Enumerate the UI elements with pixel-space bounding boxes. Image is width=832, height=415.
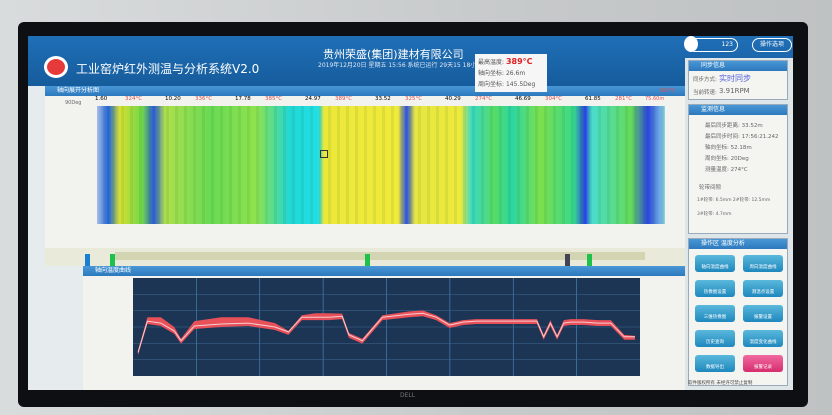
logo bbox=[44, 56, 68, 78]
ruler-position: 46.69 bbox=[515, 96, 531, 102]
ruler-temp: 385°C bbox=[265, 96, 283, 102]
ruler-temp: 336°C bbox=[195, 96, 213, 102]
speed: 3.91RPM bbox=[719, 87, 750, 95]
slider-track[interactable] bbox=[85, 252, 645, 266]
op-button[interactable]: 数据导出 bbox=[695, 355, 735, 372]
ops-box: 操作区 温度分析 轴向温度曲线 周向温度曲线 热像图设置 测温点设置 三维热像图 报警设置… bbox=[688, 238, 788, 386]
monitor-brand: DELL bbox=[400, 392, 416, 399]
datetime: 2019年12月20日 星期五 15:56 系统已运行 29天15 18小时 bbox=[318, 62, 483, 69]
ruler-position: 17.78 bbox=[235, 96, 251, 102]
max-temp-label: 最高温度: bbox=[478, 59, 505, 66]
speed-label: 当前转速: bbox=[693, 90, 717, 96]
screen: 工业窑炉红外测温与分析系统V2.0 贵州荣盛(集团)建材有限公司 2019年12… bbox=[28, 36, 793, 390]
max-temp: 389°C bbox=[505, 57, 533, 66]
circ-value: 145.5Deg bbox=[505, 81, 536, 88]
options-button[interactable]: 操作选项 bbox=[752, 38, 792, 52]
circ-label: 周向坐标: bbox=[478, 81, 505, 88]
right-panel: 同步信息 同步方式: 实时同步 当前转速: 3.91RPM 监测信息 最后同步距… bbox=[685, 58, 793, 390]
sync-title: 同步信息 bbox=[689, 61, 787, 71]
app-title: 工业窑炉红外测温与分析系统V2.0 bbox=[76, 62, 260, 76]
slider-start-marker[interactable] bbox=[85, 254, 90, 266]
op-button[interactable]: 热像图设置 bbox=[695, 280, 735, 297]
gap-2: 3#轮带: 4.7mm bbox=[697, 212, 732, 217]
slider-divider bbox=[565, 254, 570, 266]
ruler-position: 33.52 bbox=[375, 96, 391, 102]
company-name: 贵州荣盛(集团)建材有限公司 bbox=[323, 48, 464, 61]
slider-marker[interactable] bbox=[365, 254, 370, 266]
op-button[interactable]: 轴向温度曲线 bbox=[695, 255, 735, 272]
ruler-position: 1.60 bbox=[95, 96, 108, 102]
ruler-end: 75.60m bbox=[645, 96, 665, 102]
op-button[interactable]: 测温点设置 bbox=[743, 280, 783, 297]
position-slider[interactable] bbox=[45, 248, 685, 266]
monitor-title: 监测信息 bbox=[689, 105, 787, 115]
gap-title: 轮带间隙 bbox=[699, 185, 722, 191]
temperature-line bbox=[137, 312, 635, 353]
user-icon[interactable] bbox=[684, 36, 698, 52]
thermal-texture bbox=[97, 106, 665, 224]
op-button[interactable]: 历史查询 bbox=[695, 330, 735, 347]
ruler-temp: 274°C bbox=[475, 96, 493, 102]
op-button[interactable]: 报警设置 bbox=[743, 305, 783, 322]
monitor-box: 监测信息 最后同步距离: 33.52m 最后同步时间: 17:56:21.242 轴… bbox=[688, 104, 788, 234]
temperature-chart bbox=[133, 278, 640, 376]
slider-marker[interactable] bbox=[587, 254, 592, 266]
sync-mode-label: 同步方式: bbox=[693, 77, 717, 83]
monitor-row: 最后同步时间: 17:56:21.242 bbox=[705, 134, 779, 140]
ruler-temp: 324°C bbox=[125, 96, 143, 102]
scale-max: 600°C bbox=[660, 88, 676, 94]
ruler-position: 61.85 bbox=[585, 96, 601, 102]
axial-label: 轴向坐标: bbox=[478, 70, 505, 77]
op-button[interactable]: 周向温度曲线 bbox=[743, 255, 783, 272]
y-axis-label: 90Deg bbox=[65, 100, 82, 106]
ops-title: 操作区 温度分析 bbox=[689, 239, 787, 249]
ruler-position: 40.29 bbox=[445, 96, 461, 102]
op-button[interactable]: 温度变化曲线 bbox=[743, 330, 783, 347]
monitor-row: 轴向坐标: 52.18m bbox=[705, 145, 752, 151]
thermal-panel: 轴向展开分析图 90Deg 1.60 324°C 10.20 336°C 17.78 38… bbox=[45, 86, 697, 248]
op-button[interactable]: 三维热像图 bbox=[695, 305, 735, 322]
gap-1: 1#轮带: 6.5mm 2#轮带: 12.5mm bbox=[697, 198, 771, 203]
trend-panel-title: 轴向温度曲线 bbox=[83, 266, 685, 276]
monitor-row: 周向坐标: 20Deg bbox=[705, 156, 749, 162]
position-ruler: 1.60 324°C 10.20 336°C 17.78 385°C 24.97 389°C 3… bbox=[95, 96, 675, 106]
sync-mode: 实时同步 bbox=[719, 74, 751, 83]
ruler-temp: 389°C bbox=[335, 96, 353, 102]
ruler-temp: 304°C bbox=[545, 96, 563, 102]
monitor-row: 最后同步距离: 33.52m bbox=[705, 123, 763, 129]
ruler-temp: 325°C bbox=[405, 96, 423, 102]
thermal-image[interactable] bbox=[97, 106, 665, 224]
temperature-readout: 最高温度: 389°C 轴向坐标: 26.6m 周向坐标: 145.5Deg bbox=[475, 54, 547, 92]
axial-value: 26.6m bbox=[505, 70, 526, 77]
thermal-panel-title: 轴向展开分析图 bbox=[45, 86, 685, 96]
sync-box: 同步信息 同步方式: 实时同步 当前转速: 3.91RPM bbox=[688, 60, 788, 100]
trend-panel: 轴向温度曲线 bbox=[83, 266, 685, 390]
status-bar: 软件版权所有 未经许可禁止复制 bbox=[688, 381, 753, 386]
slider-marker[interactable] bbox=[110, 254, 115, 266]
header: 工业窑炉红外测温与分析系统V2.0 贵州荣盛(集团)建材有限公司 2019年12… bbox=[28, 36, 793, 86]
monitor-row: 测量温度: 274°C bbox=[705, 167, 748, 173]
ruler-position: 24.97 bbox=[305, 96, 321, 102]
ruler-temp: 281°C bbox=[615, 96, 633, 102]
op-button[interactable]: 报警记录 bbox=[743, 355, 783, 372]
ruler-position: 10.20 bbox=[165, 96, 181, 102]
cursor-marker[interactable] bbox=[320, 150, 328, 158]
